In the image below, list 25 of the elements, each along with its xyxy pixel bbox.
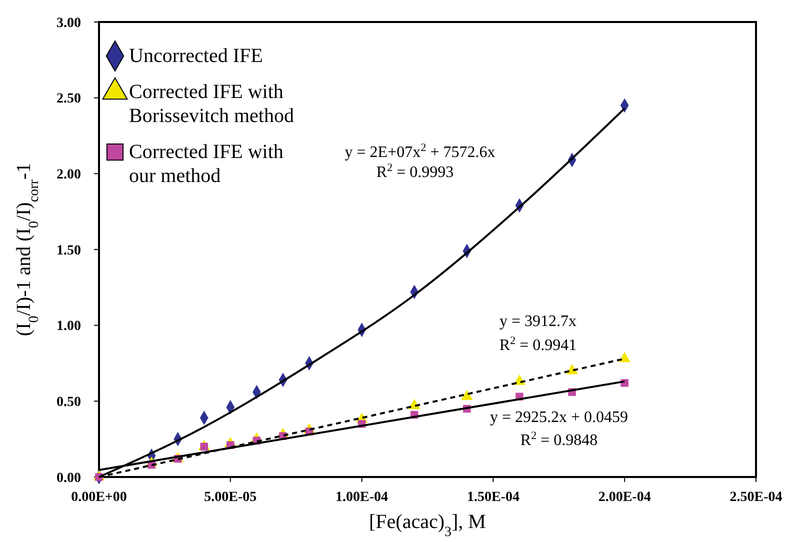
x-tick-label: 2.50E-04 — [730, 490, 782, 505]
annotation: R$^{2}$ = 0.9993 — [376, 162, 454, 181]
y-tick-label: 2.00 — [56, 168, 81, 183]
y-tick-label: 1.50 — [56, 243, 81, 258]
legend-label: Corrected IFE with Borissevitch method — [129, 81, 294, 127]
annotation: R$^{2}$ = 0.9941 — [499, 335, 577, 354]
annotation: R$^{2}$ = 0.9848 — [520, 430, 598, 449]
y-tick-label: 0.50 — [56, 395, 81, 410]
y-tick-label: 2.50 — [56, 92, 81, 107]
point — [618, 352, 630, 362]
y-tick-label: 3.00 — [56, 16, 81, 31]
annotation: y = 2925.2x + 0.0459 — [490, 409, 628, 426]
point — [461, 390, 473, 400]
x-tick-label: 2.00E-04 — [598, 490, 651, 505]
annotation: y = 3912.7x — [499, 313, 577, 330]
x-tick-label: 0.00E+00 — [71, 490, 127, 505]
x-tick-label: 1.00E-04 — [336, 490, 388, 505]
y-tick-label: 1.00 — [56, 319, 81, 334]
x-axis-title: [Fe(acac)$_{3}$], M — [369, 511, 486, 540]
annotation: y = 2E+07x$^{2}$ + 7572.6x — [344, 142, 496, 161]
x-tick-label: 1.50E-04 — [466, 490, 520, 505]
legend-label: Uncorrected IFE — [129, 45, 263, 67]
x-tick-label: 5.00E-05 — [204, 490, 257, 505]
y-tick-label: 0.00 — [56, 470, 81, 486]
legend-label: Corrected IFE with our method — [129, 141, 284, 187]
